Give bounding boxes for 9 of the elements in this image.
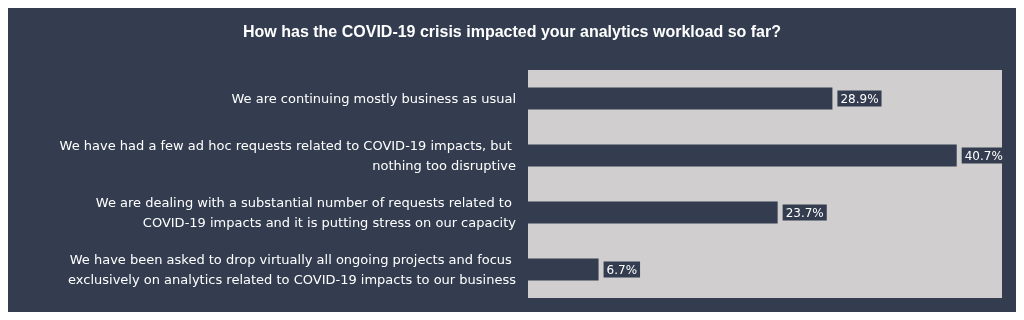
chart-title: How has the COVID-19 crisis impacted your analytics workload so far?: [243, 22, 781, 40]
data-label: 40.7%: [964, 148, 1003, 163]
y-tick-label: We are dealing with a substantial number of requests related to COVID-19 impacts and it is putting stress on our capacity: [95, 195, 517, 230]
data-label: 23.7%: [785, 205, 824, 220]
data-label: 6.7%: [606, 262, 638, 277]
y-tick-label: We have had a few ad hoc requests related to COVID-19 impacts, but nothing too disruptive: [59, 138, 516, 173]
y-tick-label: We are continuing mostly business as usual: [231, 91, 516, 106]
y-tick-label: We have been asked to drop virtually all ongoing projects and focus exclusively on analytics related to COVID-19 impacts to our business: [68, 252, 517, 287]
data-label: 28.9%: [840, 91, 879, 106]
